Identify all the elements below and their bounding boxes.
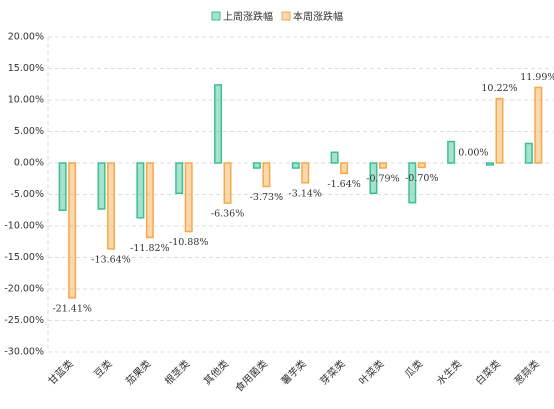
y-tick-label: -15.00%: [4, 252, 44, 263]
x-tick-label: 薯芋类: [278, 357, 308, 387]
value-label: -3.14%: [289, 188, 322, 199]
value-label: -1.64%: [327, 179, 360, 190]
x-tick-label: 葱蒜类: [511, 357, 541, 387]
bar: [485, 162, 494, 166]
bar: [97, 162, 106, 210]
bar: [262, 162, 271, 188]
bar: [291, 162, 300, 169]
bar: [417, 162, 426, 169]
bar: [408, 162, 417, 204]
y-tick-label: -25.00%: [4, 315, 44, 326]
bar: [330, 151, 339, 164]
bar: [301, 162, 310, 184]
bar: [369, 162, 378, 194]
x-tick-label: 芽菜类: [317, 357, 347, 387]
y-tick-label: 10.00%: [8, 95, 44, 106]
y-tick-label: -10.00%: [4, 221, 44, 232]
x-tick-label: 瓜类: [402, 357, 425, 380]
y-tick-label: -20.00%: [4, 284, 44, 295]
x-tick-label: 豆类: [91, 357, 114, 380]
value-label: -11.82%: [130, 243, 169, 254]
bar: [223, 162, 232, 204]
bar: [534, 86, 543, 164]
legend-label: 上周涨跌幅: [223, 10, 273, 23]
value-label: -3.73%: [250, 192, 283, 203]
value-label: 10.22%: [481, 83, 517, 94]
x-tick-label: 叶菜类: [356, 357, 386, 387]
x-tick-label: 食用菌类: [232, 357, 269, 394]
x-tick-label: 水生类: [434, 357, 464, 387]
x-tick-label: 甘蓝类: [45, 357, 75, 387]
value-label: -0.79%: [366, 173, 399, 184]
bar: [495, 97, 504, 164]
bar: [252, 162, 261, 169]
value-label: -6.36%: [211, 209, 244, 220]
y-tick-label: 15.00%: [8, 63, 44, 74]
bar: [58, 162, 67, 211]
y-tick-label: 0.00%: [14, 158, 44, 169]
bar: [340, 162, 349, 175]
bar: [175, 162, 184, 194]
y-tick-label: -5.00%: [10, 189, 44, 200]
legend-swatch: [211, 11, 221, 21]
value-label: -13.64%: [91, 254, 130, 265]
value-label: 11.99%: [520, 72, 554, 83]
y-tick-label: 5.00%: [14, 126, 44, 137]
value-label: -10.88%: [169, 237, 208, 248]
bar: [136, 162, 145, 219]
value-label: -0.70%: [405, 173, 438, 184]
bar: [145, 162, 154, 239]
bar: [524, 142, 533, 164]
x-tick-label: 茄果类: [123, 357, 153, 387]
bar: [214, 84, 223, 164]
x-tick-label: 白菜类: [473, 357, 503, 387]
bar: [68, 162, 77, 299]
bar: [184, 162, 193, 233]
x-tick-label: 根茎类: [162, 357, 192, 387]
bar: [447, 140, 456, 164]
legend-swatch: [281, 11, 291, 21]
bar: [107, 162, 116, 250]
y-tick-label: 20.00%: [8, 32, 44, 43]
value-label: 0.00%: [458, 148, 488, 159]
bar: [378, 162, 387, 169]
y-tick-label: -30.00%: [4, 347, 44, 358]
legend-label: 本周涨跌幅: [293, 10, 343, 23]
x-tick-label: 其他类: [201, 357, 231, 387]
value-label: -21.41%: [52, 303, 91, 314]
